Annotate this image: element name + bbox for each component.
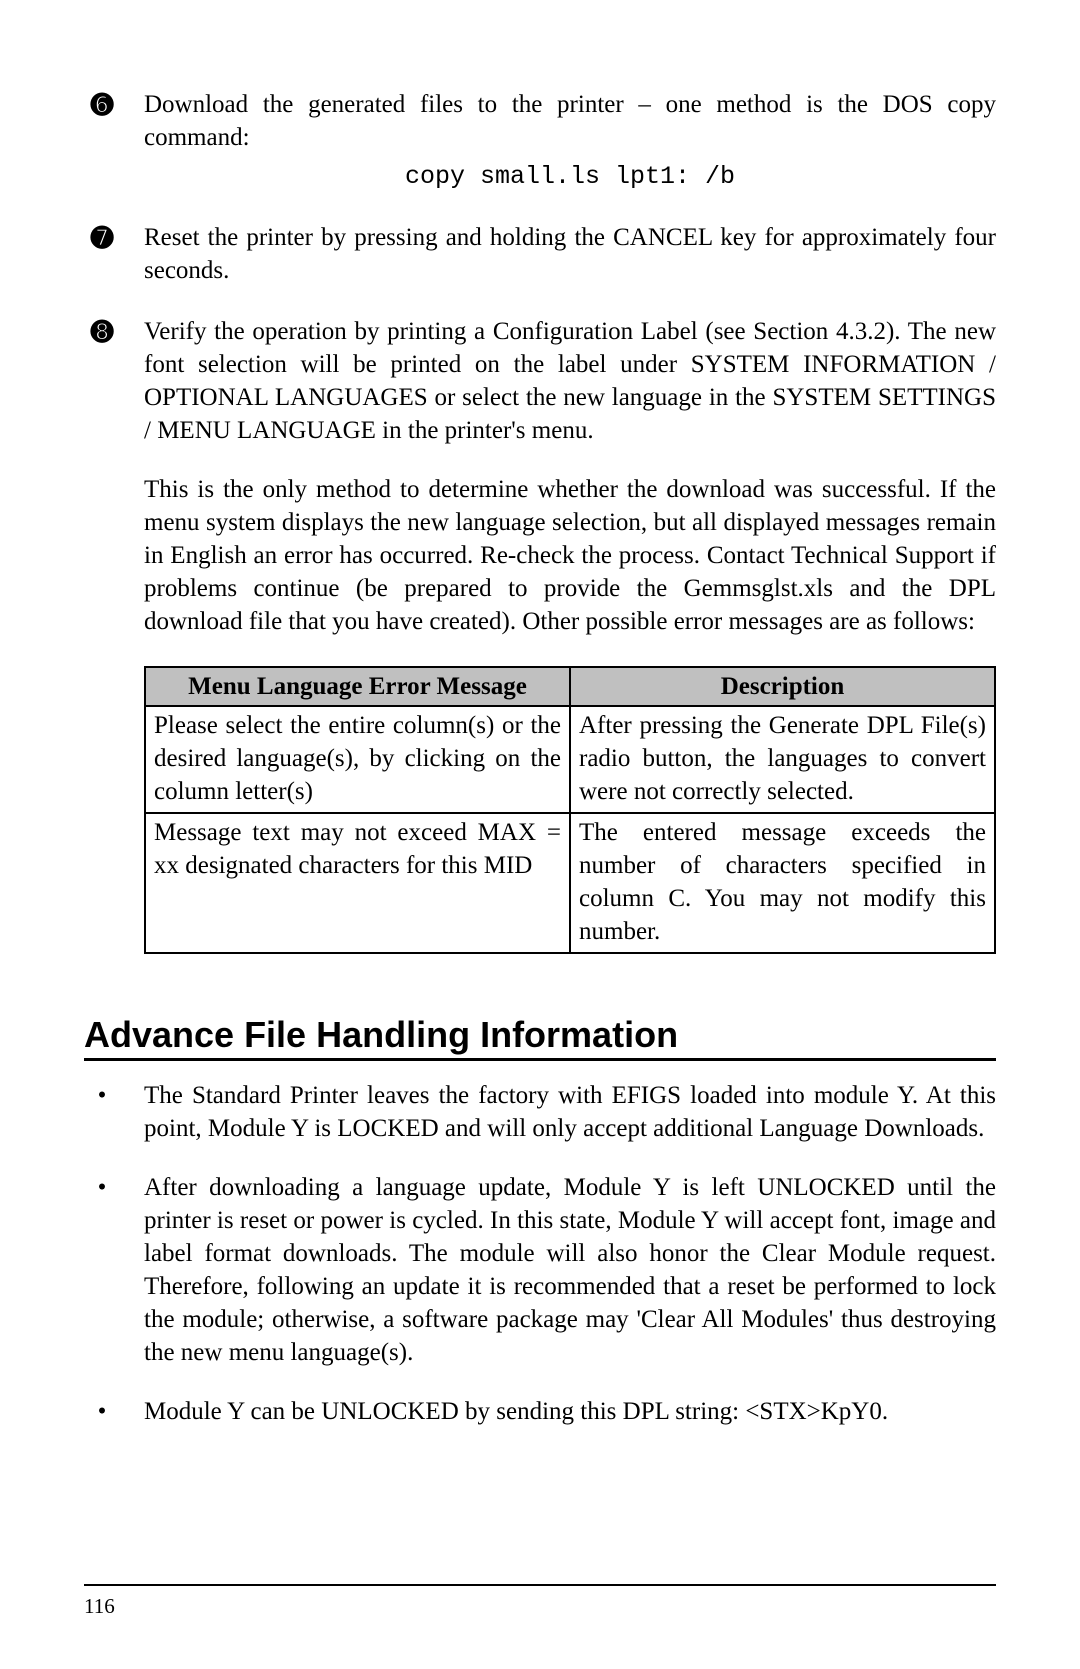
step-8: ➑ Verify the operation by printing a Con… bbox=[84, 315, 996, 638]
table-row: Message text may not exceed MAX = xx des… bbox=[145, 813, 995, 953]
section-title: Advance File Handling Information bbox=[84, 1014, 996, 1061]
table-cell: Please select the entire column(s) or th… bbox=[145, 706, 570, 813]
list-item: • The Standard Printer leaves the factor… bbox=[84, 1079, 996, 1145]
code-line: copy small.ls lpt1: /b bbox=[144, 160, 996, 193]
bullet-icon: • bbox=[84, 1079, 120, 1145]
step-number-icon: ➏ bbox=[84, 88, 120, 193]
step-number-icon: ➑ bbox=[84, 315, 120, 638]
table-header-row: Menu Language Error Message Description bbox=[145, 667, 995, 706]
table-header-cell: Description bbox=[570, 667, 995, 706]
list-item: • Module Y can be UNLOCKED by sending th… bbox=[84, 1395, 996, 1428]
error-message-table: Menu Language Error Message Description … bbox=[144, 666, 996, 954]
step-number-icon: ➐ bbox=[84, 221, 120, 287]
step-body: Reset the printer by pressing and holdin… bbox=[144, 221, 996, 287]
step-6: ➏ Download the generated files to the pr… bbox=[84, 88, 996, 193]
page-footer: 116 bbox=[84, 1584, 996, 1619]
list-item-text: The Standard Printer leaves the factory … bbox=[144, 1079, 996, 1145]
table-row: Please select the entire column(s) or th… bbox=[145, 706, 995, 813]
step-text: Reset the printer by pressing and holdin… bbox=[144, 221, 996, 287]
page-number: 116 bbox=[84, 1594, 115, 1618]
bullet-list: • The Standard Printer leaves the factor… bbox=[84, 1079, 996, 1428]
step-body: Download the generated files to the prin… bbox=[144, 88, 996, 193]
bullet-icon: • bbox=[84, 1395, 120, 1428]
list-item: • After downloading a language update, M… bbox=[84, 1171, 996, 1369]
table-cell: After pressing the Generate DPL File(s) … bbox=[570, 706, 995, 813]
table-cell: The entered message exceeds the number o… bbox=[570, 813, 995, 953]
list-item-text: Module Y can be UNLOCKED by sending this… bbox=[144, 1395, 996, 1428]
bullet-icon: • bbox=[84, 1171, 120, 1369]
step-text: This is the only method to determine whe… bbox=[144, 473, 996, 638]
document-page: ➏ Download the generated files to the pr… bbox=[0, 0, 1080, 1669]
step-text: Download the generated files to the prin… bbox=[144, 88, 996, 154]
table-cell: Message text may not exceed MAX = xx des… bbox=[145, 813, 570, 953]
step-text: Verify the operation by printing a Confi… bbox=[144, 315, 996, 447]
step-body: Verify the operation by printing a Confi… bbox=[144, 315, 996, 638]
list-item-text: After downloading a language update, Mod… bbox=[144, 1171, 996, 1369]
table-header-cell: Menu Language Error Message bbox=[145, 667, 570, 706]
step-7: ➐ Reset the printer by pressing and hold… bbox=[84, 221, 996, 287]
